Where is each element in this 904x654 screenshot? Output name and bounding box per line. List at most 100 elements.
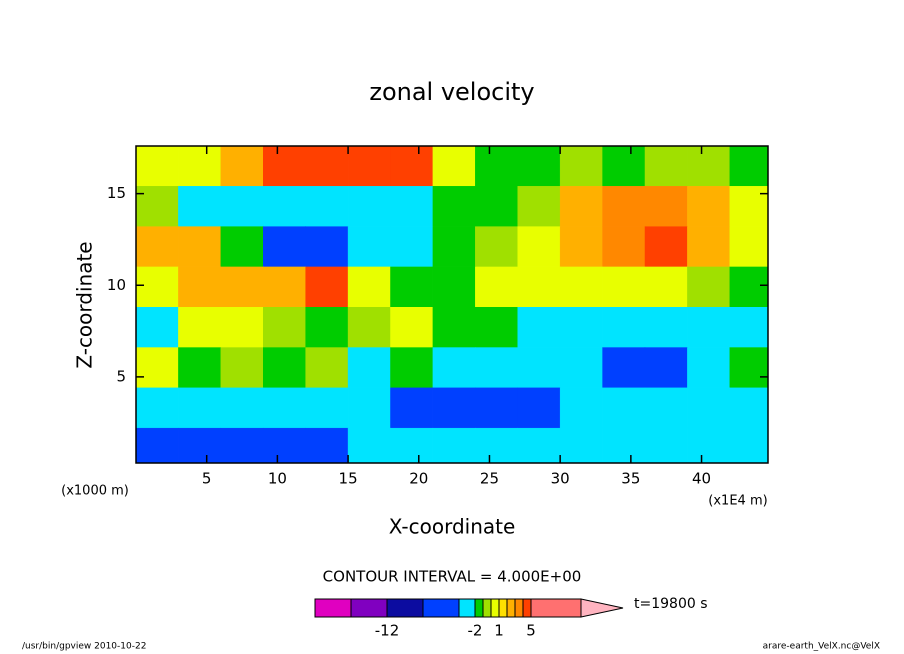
colorbar-box	[422, 598, 460, 618]
field-cell	[135, 145, 179, 187]
field-cell	[262, 145, 306, 187]
field-cell	[305, 226, 349, 268]
colorbar-box	[514, 598, 524, 618]
y-tick-label: 5	[116, 367, 126, 385]
field-cell	[390, 347, 434, 389]
field-cell	[644, 306, 688, 348]
colorbar-box	[350, 598, 388, 618]
field-cell	[517, 387, 561, 429]
field-cell	[178, 186, 222, 227]
field-cell	[559, 387, 603, 429]
field-cell	[305, 266, 349, 308]
field-cell	[729, 226, 769, 268]
field-cell	[347, 347, 391, 389]
field-cell	[644, 427, 688, 464]
x-tick-label: 5	[202, 470, 212, 488]
colorbar-box	[386, 598, 424, 618]
chart-title: zonal velocity	[369, 78, 534, 106]
field-cell	[220, 427, 264, 464]
field-cell	[475, 427, 518, 464]
field-cell	[559, 347, 603, 389]
field-cell	[347, 306, 391, 348]
field-cell	[729, 347, 769, 389]
field-cell	[517, 427, 561, 464]
field-cell	[262, 186, 306, 227]
field-cell	[220, 306, 264, 348]
field-cell	[390, 306, 434, 348]
field-cell	[687, 427, 731, 464]
colorbar-box	[530, 598, 582, 618]
field-cell	[602, 347, 646, 389]
field-cell	[347, 145, 391, 187]
y-axis-label: Z-coordinate	[73, 241, 97, 368]
field-cell	[390, 266, 434, 308]
colorbar-label: 5	[526, 622, 536, 640]
colorbar-box	[522, 598, 532, 618]
field-cell	[305, 427, 349, 464]
colorbar-box	[314, 598, 352, 618]
field-cell	[135, 387, 179, 429]
field-cell	[559, 266, 603, 308]
field-cell	[135, 226, 179, 268]
colorbar-label: -2	[468, 622, 483, 640]
field-cell	[517, 347, 561, 389]
time-label: t=19800 s	[634, 596, 708, 612]
field-cell	[559, 306, 603, 348]
field-cell	[432, 186, 476, 227]
field-cell	[135, 266, 179, 308]
x-tick-label: 30	[551, 470, 570, 488]
colorbar-box	[490, 598, 500, 618]
field-cell	[475, 306, 518, 348]
field-cell	[687, 226, 731, 268]
field-cell	[178, 387, 222, 429]
field-cell	[517, 266, 561, 308]
x-tick-label: 10	[268, 470, 287, 488]
field-cell	[305, 186, 349, 227]
field-cell	[347, 226, 391, 268]
field-cell	[262, 387, 306, 429]
field-cell	[687, 347, 731, 389]
field-cell	[432, 387, 476, 429]
field-cell	[432, 226, 476, 268]
field-cell	[729, 427, 769, 464]
field-cell	[178, 145, 222, 187]
field-cell	[729, 145, 769, 187]
field-cell	[432, 266, 476, 308]
field-cell	[262, 306, 306, 348]
field-cell	[347, 266, 391, 308]
field-cell	[602, 306, 646, 348]
field-cell	[347, 387, 391, 429]
field-cell	[475, 226, 518, 268]
field-cell	[475, 145, 518, 187]
colorbar-label: 1	[494, 622, 504, 640]
x-axis-label: X-coordinate	[389, 515, 516, 539]
plot-frame	[135, 145, 769, 464]
field-cell	[220, 145, 264, 187]
x-tick-label: 25	[480, 470, 499, 488]
field-cell	[220, 226, 264, 268]
field-cell	[729, 306, 769, 348]
field-cell	[305, 145, 349, 187]
field-cell	[178, 226, 222, 268]
colorbar-box	[474, 598, 484, 618]
field-cell	[687, 145, 731, 187]
field-cell	[644, 145, 688, 187]
colorbar-box	[458, 598, 476, 618]
field-cell	[475, 347, 518, 389]
field-cell	[220, 387, 264, 429]
field-cell	[559, 427, 603, 464]
field-cell	[390, 387, 434, 429]
field-cell	[517, 226, 561, 268]
field-cell	[390, 145, 434, 187]
field-cell	[602, 427, 646, 464]
field-cell	[559, 145, 603, 187]
field-cell	[644, 347, 688, 389]
field-cell	[347, 186, 391, 227]
field-cell	[602, 226, 646, 268]
y-tick-label: 10	[107, 276, 126, 294]
field-cell	[432, 306, 476, 348]
field-cell	[602, 387, 646, 429]
field-cell	[644, 226, 688, 268]
field-cell	[178, 306, 222, 348]
field-cell	[475, 266, 518, 308]
